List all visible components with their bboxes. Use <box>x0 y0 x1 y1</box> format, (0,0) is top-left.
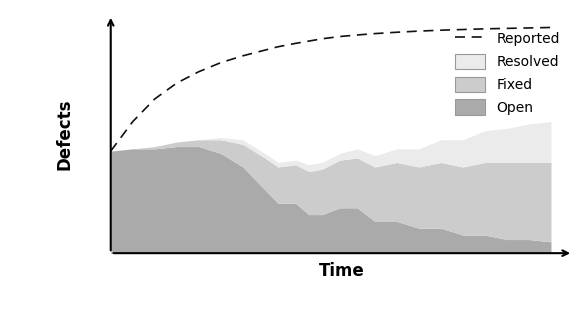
X-axis label: Time: Time <box>319 262 365 280</box>
Text: Defects: Defects <box>55 98 74 170</box>
Legend: Reported, Resolved, Fixed, Open: Reported, Resolved, Fixed, Open <box>450 27 564 119</box>
